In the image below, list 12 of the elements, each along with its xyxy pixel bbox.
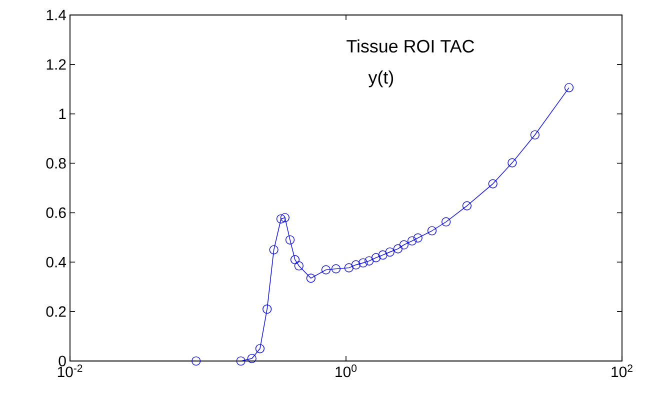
annotation: y(t)	[368, 70, 394, 88]
y-tick-label: 1	[59, 108, 66, 119]
y-tick-label: 0.2	[46, 306, 66, 317]
y-tick-label: 0	[58, 356, 66, 366]
y-tick-label: 0.4	[46, 256, 66, 268]
y-tick-label: 1.4	[46, 10, 66, 20]
annotation: Tissue ROI TAC	[346, 39, 474, 53]
y-tick-label: 0.8	[46, 158, 66, 169]
y-tick-label: 1.2	[46, 59, 66, 70]
y-tick-label: 0.6	[46, 207, 66, 218]
x-tick-label: 10$^{2}$	[612, 364, 632, 378]
x-tick-label: 10$^{0}$	[336, 364, 357, 378]
